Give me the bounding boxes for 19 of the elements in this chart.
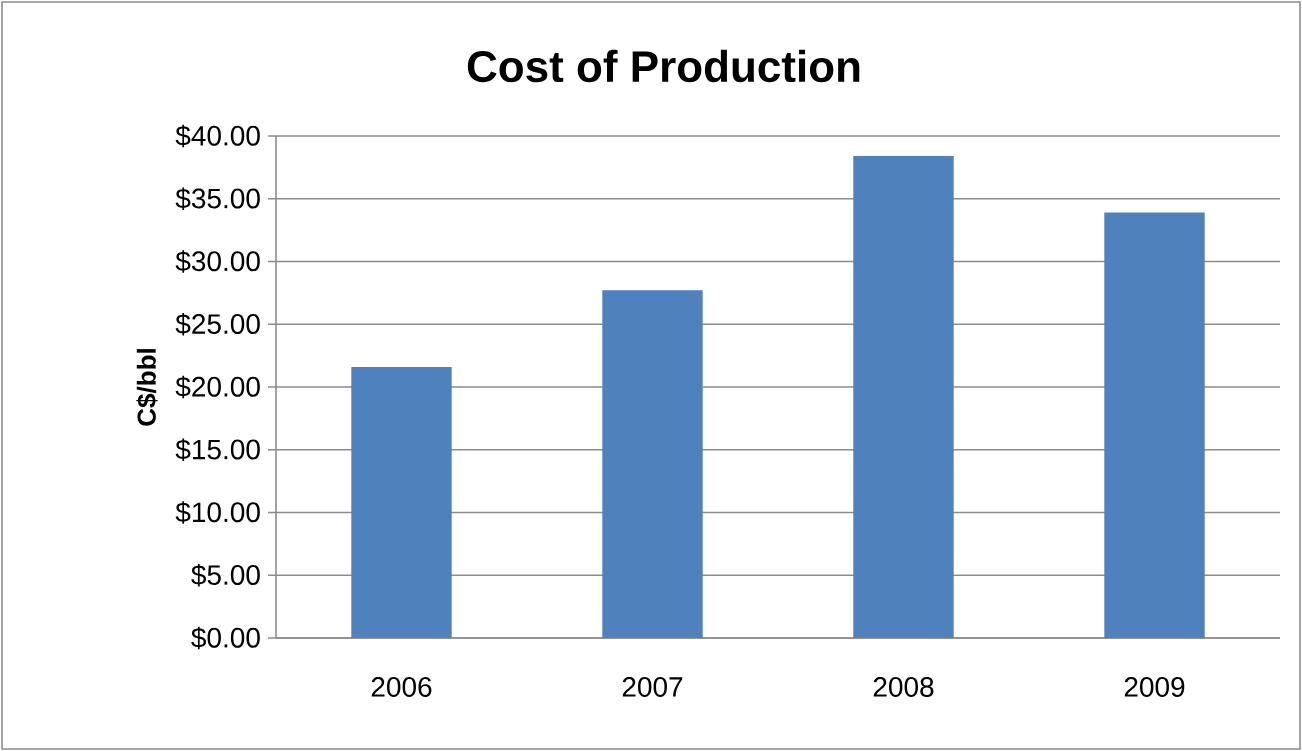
y-tick-label: $35.00 [175, 187, 260, 211]
y-axis-title: C$/bbl [136, 349, 158, 426]
x-tick-label: 2008 [873, 677, 934, 697]
x-tick-label: 2007 [622, 677, 683, 697]
y-tick-label: $15.00 [175, 438, 260, 462]
y-tick-label: $25.00 [175, 312, 260, 336]
y-tick-label: $20.00 [175, 375, 260, 399]
chart-title: Cost of Production [467, 49, 860, 83]
y-tick-label: $40.00 [175, 124, 260, 148]
bar [602, 290, 703, 638]
x-tick-label: 2006 [371, 677, 432, 697]
bar [853, 156, 954, 638]
y-tick-label: $30.00 [175, 250, 260, 273]
bar [351, 366, 452, 638]
x-tick-label: 2009 [1124, 677, 1185, 697]
y-tick-label: $0.00 [191, 626, 260, 650]
bar [1104, 212, 1205, 638]
y-tick-label: $10.00 [175, 501, 260, 524]
y-tick-label: $5.00 [191, 563, 260, 587]
